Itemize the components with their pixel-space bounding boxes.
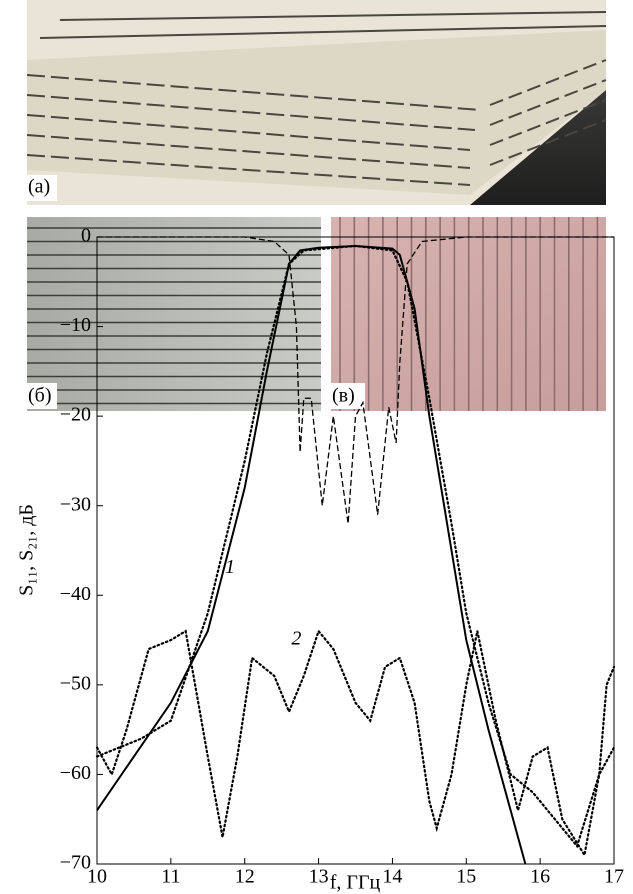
y-tick-label: −20: [60, 404, 91, 426]
x-tick-label: 11: [161, 866, 180, 888]
annotation: 2: [291, 628, 301, 650]
x-tick-label: 17: [604, 866, 624, 888]
x-axis-label: f, ГГц: [330, 872, 381, 894]
photo-c: [331, 217, 606, 411]
series-line: [95, 244, 616, 849]
x-tick-label: 16: [530, 866, 550, 888]
series-line: [95, 628, 616, 859]
y-tick-label: −60: [60, 762, 91, 784]
photo-label: (в): [332, 385, 355, 407]
y-tick-label: −50: [60, 672, 91, 694]
photo-label: (a): [28, 176, 50, 198]
y-tick-label: 0: [81, 225, 91, 247]
plot-frame: [96, 236, 615, 865]
x-tick-label: 13: [309, 866, 329, 888]
photo-label: (б): [28, 385, 52, 407]
photo-b: [27, 217, 321, 411]
annotation: 1: [225, 556, 235, 578]
x-tick-label: 14: [382, 866, 402, 888]
series-line: [97, 236, 614, 524]
x-tick-label: 12: [235, 866, 255, 888]
y-tick-label: −40: [60, 583, 91, 605]
y-tick-label: −10: [60, 314, 91, 336]
photo-a: [26, 0, 607, 205]
y-tick-label: −30: [60, 493, 91, 515]
y-axis-label: S₁₁, S₂₁, дБ: [16, 504, 38, 596]
y-tick-label: −70: [60, 852, 91, 874]
x-tick-label: 10: [87, 866, 107, 888]
x-tick-label: 15: [456, 866, 476, 888]
